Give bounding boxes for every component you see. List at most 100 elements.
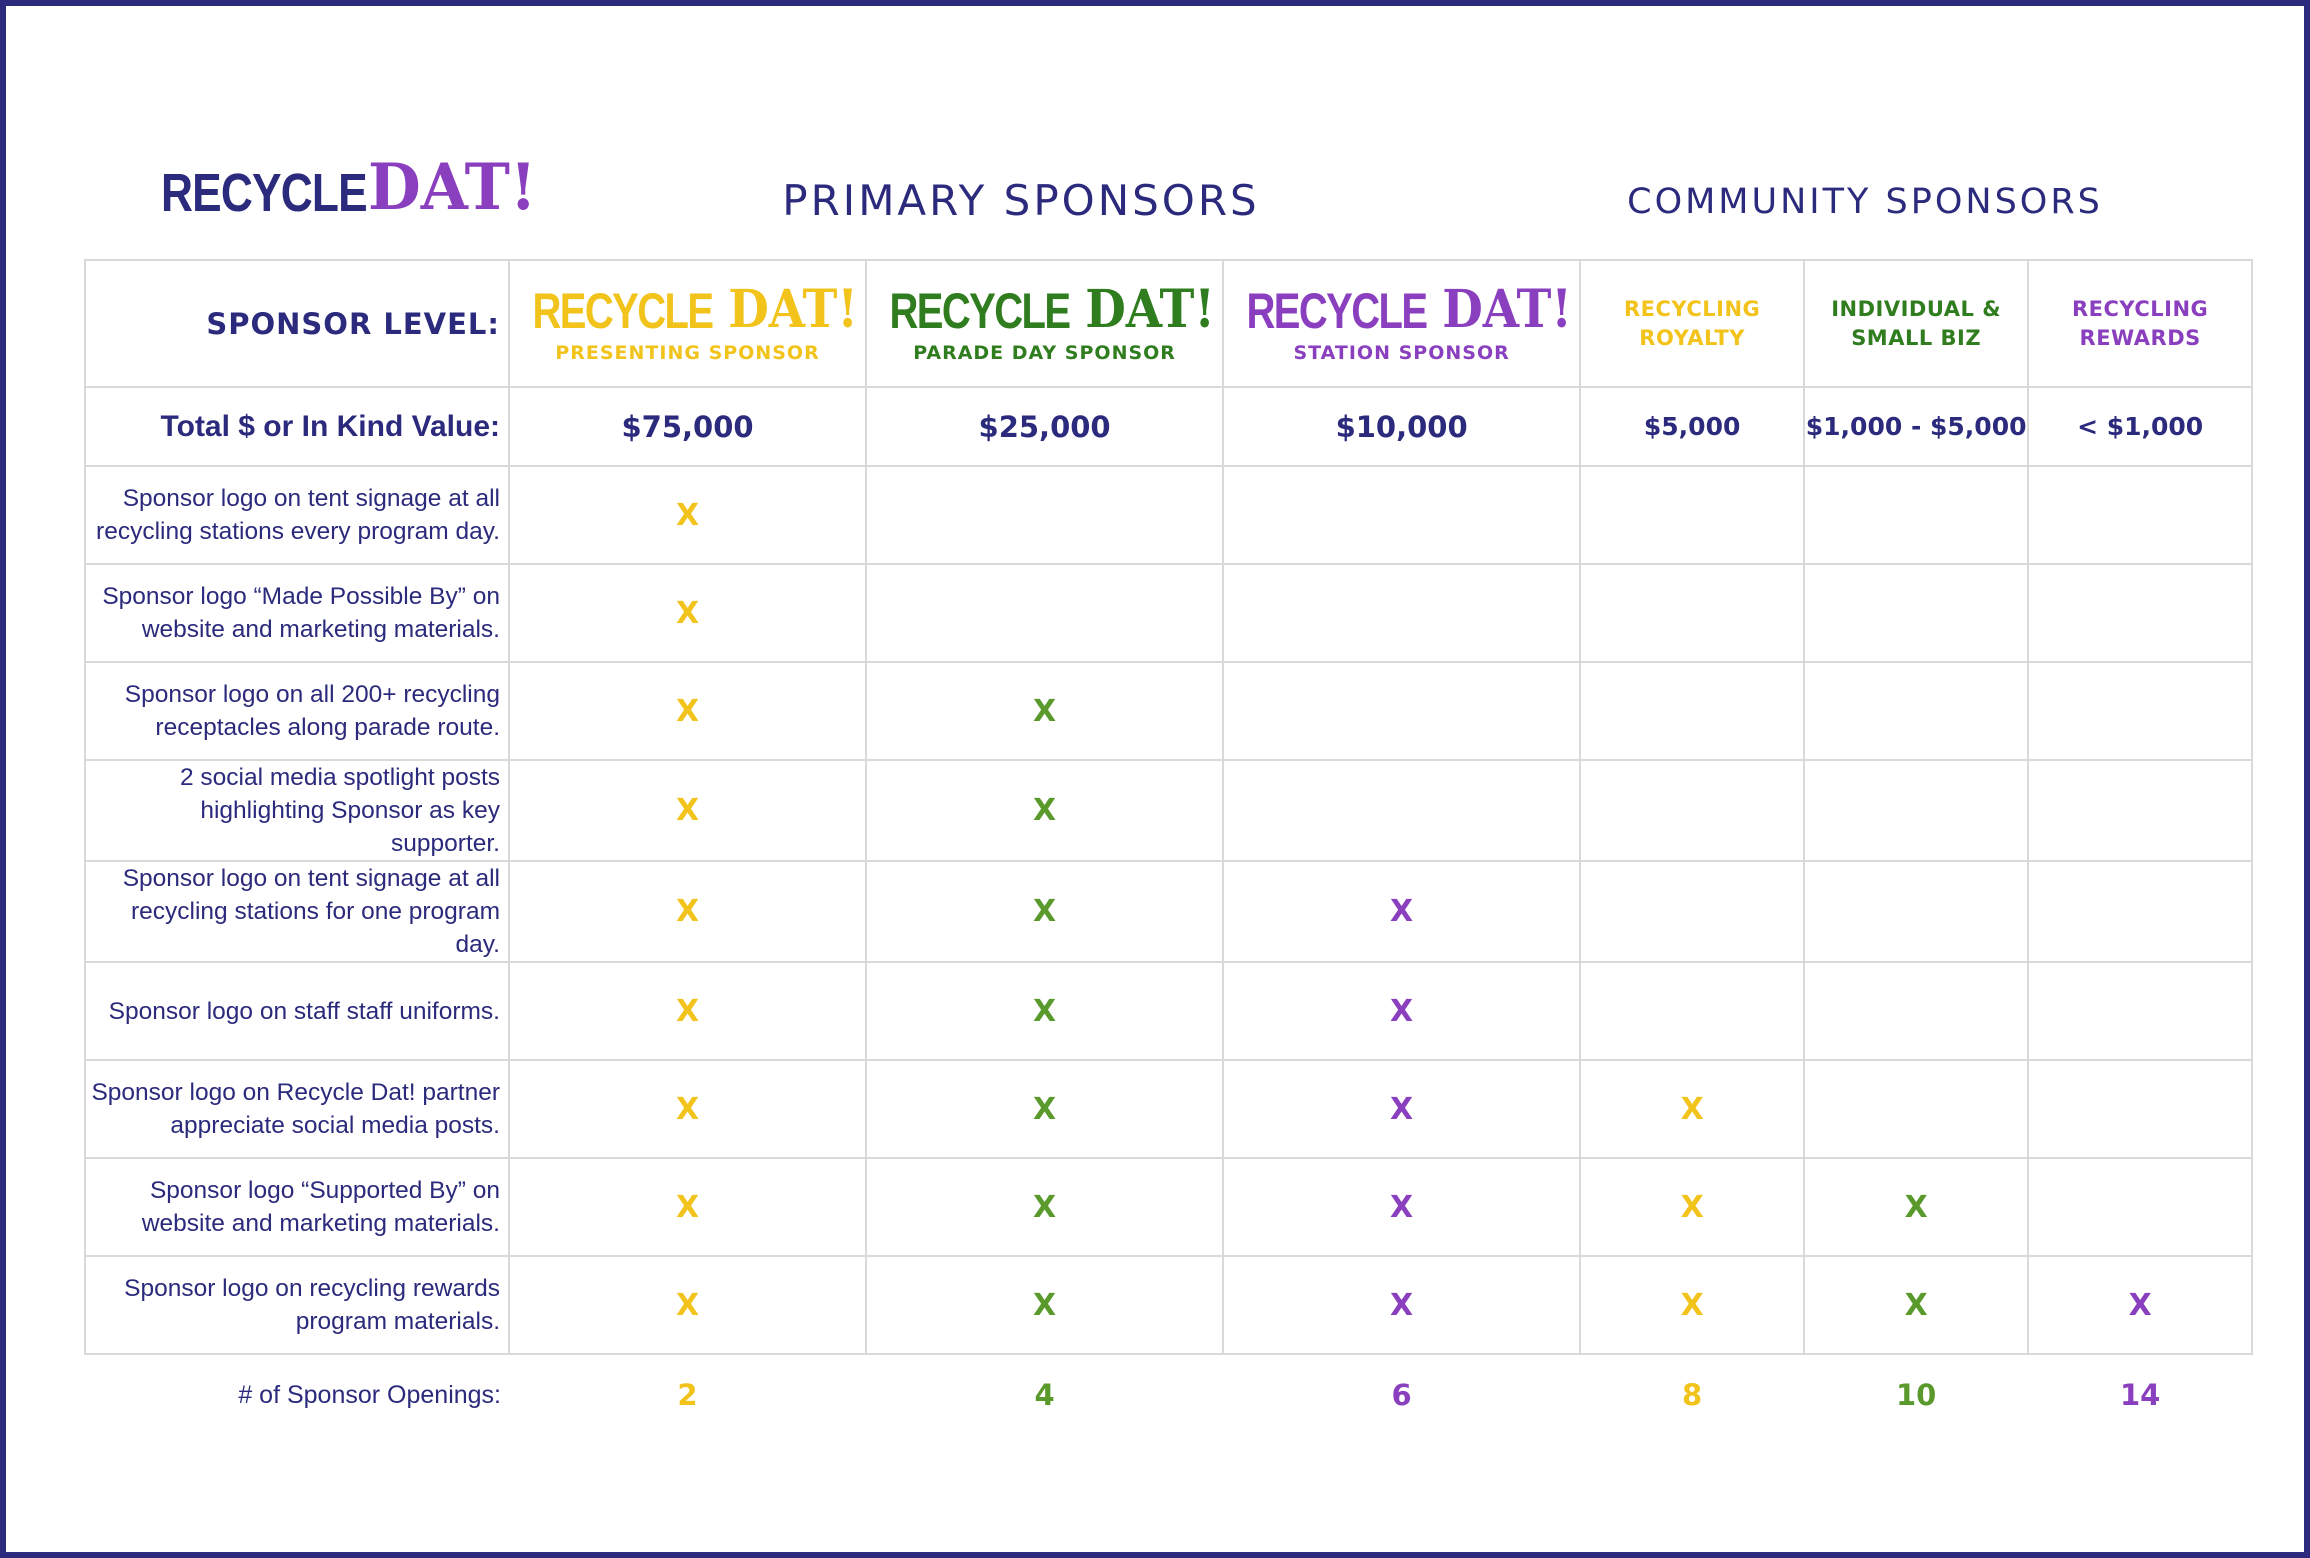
sponsor-level-row: SPONSOR LEVEL: RECYCLE DAT! PRESENTING S… — [84, 259, 2254, 388]
benefit-empty-cell — [1222, 465, 1582, 565]
benefit-empty-cell — [1803, 759, 2030, 862]
benefit-check-mark: X — [1579, 1059, 1806, 1159]
benefit-label: Sponsor logo on all 200+ recycling recept… — [84, 661, 510, 761]
price-station: $10,000 — [1222, 386, 1582, 467]
price-recycling-royalty: $5,000 — [1579, 386, 1806, 467]
tier-header-parade-day: RECYCLE DAT! PARADE DAY SPONSOR — [865, 259, 1225, 388]
benefit-check-mark: X — [865, 961, 1225, 1061]
benefit-row: 2 social media spotlight posts highlighti… — [84, 759, 2254, 862]
benefit-check-mark: X — [865, 759, 1225, 862]
benefit-check-mark: X — [507, 759, 868, 862]
benefit-check-mark: X — [1222, 1255, 1582, 1355]
openings-parade-day: 4 — [1034, 1378, 1055, 1412]
openings-recycling-royalty: 8 — [1682, 1378, 1703, 1412]
benefit-empty-cell — [1803, 465, 2030, 565]
community-sponsors-heading: COMMUNITY SPONSORS — [1627, 182, 2103, 222]
benefit-empty-cell — [1579, 759, 1806, 862]
benefit-check-mark: X — [1803, 1255, 2030, 1355]
price-presenting: $75,000 — [507, 386, 868, 467]
sponsorship-table: SPONSOR LEVEL: RECYCLE DAT! PRESENTING S… — [84, 259, 2254, 1435]
benefit-row: Sponsor logo on Recycle Dat! partner appr… — [84, 1059, 2254, 1159]
benefit-check-mark: X — [507, 1059, 868, 1159]
benefit-empty-cell — [2027, 759, 2254, 862]
benefit-label: Sponsor logo on tent signage at all recyc… — [84, 465, 510, 565]
benefit-empty-cell — [1803, 1059, 2030, 1159]
tier-header-recycling-royalty: RECYCLING ROYALTY — [1579, 259, 1806, 388]
benefit-empty-cell — [1222, 563, 1582, 663]
recycle-dat-logo-purple: RECYCLE DAT! — [1246, 278, 1572, 340]
recycle-dat-logo: RECYCLE DAT! — [161, 156, 537, 241]
recycle-dat-logo-green: RECYCLE DAT! — [889, 278, 1215, 340]
benefit-label: Sponsor logo on tent signage at all recyc… — [84, 860, 510, 963]
benefit-row: Sponsor logo on staff staff uniforms. X X X — [84, 961, 2254, 1061]
benefit-label: Sponsor logo on Recycle Dat! partner appr… — [84, 1059, 510, 1159]
benefit-check-mark: X — [507, 1157, 868, 1257]
price-parade-day: $25,000 — [865, 386, 1225, 467]
benefit-check-mark: X — [1222, 860, 1582, 963]
benefit-check-mark: X — [1222, 1157, 1582, 1257]
benefit-label: Sponsor logo on staff staff uniforms. — [84, 961, 510, 1061]
benefit-empty-cell — [2027, 961, 2254, 1061]
benefit-check-mark: X — [1579, 1255, 1806, 1355]
benefit-label: 2 social media spotlight posts highlighti… — [84, 759, 510, 862]
benefit-empty-cell — [1579, 563, 1806, 663]
benefit-label: Sponsor logo “Supported By” on website an… — [84, 1157, 510, 1257]
tier-header-presenting: RECYCLE DAT! PRESENTING SPONSOR — [507, 259, 868, 388]
tier-name: PARADE DAY SPONSOR — [913, 341, 1176, 364]
benefit-empty-cell — [1803, 860, 2030, 963]
benefit-empty-cell — [1579, 961, 1806, 1061]
tier-name: STATION SPONSOR — [1293, 341, 1510, 364]
benefit-row: Sponsor logo on tent signage at all recyc… — [84, 465, 2254, 565]
openings-label: # of Sponsor Openings: — [238, 1380, 501, 1409]
recycle-dat-logo-gold: RECYCLE DAT! — [532, 278, 858, 340]
benefit-empty-cell — [2027, 563, 2254, 663]
benefit-empty-cell — [1579, 860, 1806, 963]
benefit-row: Sponsor logo “Made Possible By” on websit… — [84, 563, 2254, 663]
benefit-empty-cell — [1803, 961, 2030, 1061]
openings-recycling-rewards: 14 — [2119, 1378, 2161, 1412]
benefit-check-mark: X — [507, 961, 868, 1061]
total-value-label: Total $ or In Kind Value: — [84, 386, 510, 467]
openings-presenting: 2 — [677, 1378, 698, 1412]
benefit-check-mark: X — [507, 465, 868, 565]
benefit-check-mark: X — [865, 860, 1225, 963]
openings-row: # of Sponsor Openings: 2 4 6 8 10 14 — [85, 1354, 2252, 1435]
benefit-check-mark: X — [507, 1255, 868, 1355]
openings-station: 6 — [1391, 1378, 1412, 1412]
price-recycling-rewards: < $1,000 — [2027, 386, 2254, 467]
logo-word-recycle: RECYCLE — [161, 163, 368, 223]
benefit-empty-cell — [2027, 661, 2254, 761]
benefit-check-mark: X — [1803, 1157, 2030, 1257]
benefit-empty-cell — [2027, 1157, 2254, 1257]
benefit-check-mark: X — [507, 563, 868, 663]
benefit-row: Sponsor logo on all 200+ recycling recept… — [84, 661, 2254, 761]
price-individual-small-biz: $1,000 - $5,000 — [1803, 386, 2030, 467]
benefit-empty-cell — [2027, 1059, 2254, 1159]
primary-sponsors-heading: PRIMARY SPONSORS — [782, 176, 1260, 225]
benefit-empty-cell — [865, 465, 1225, 565]
tier-header-station: RECYCLE DAT! STATION SPONSOR — [1222, 259, 1582, 388]
benefit-check-mark: X — [865, 1255, 1225, 1355]
benefit-label: Sponsor logo on recycling rewards program… — [84, 1255, 510, 1355]
benefit-empty-cell — [1222, 661, 1582, 761]
benefit-check-mark: X — [1222, 1059, 1582, 1159]
benefit-check-mark: X — [507, 860, 868, 963]
benefit-label: Sponsor logo “Made Possible By” on websit… — [84, 563, 510, 663]
sponsor-level-label: SPONSOR LEVEL: — [84, 259, 510, 388]
logo-word-dat: DAT! — [368, 150, 537, 225]
benefit-check-mark: X — [865, 661, 1225, 761]
benefit-empty-cell — [2027, 465, 2254, 565]
benefit-empty-cell — [1803, 563, 2030, 663]
benefit-check-mark: X — [1222, 961, 1582, 1061]
benefit-rows: Sponsor logo on tent signage at all recyc… — [84, 465, 2254, 1355]
benefit-row: Sponsor logo “Supported By” on website an… — [84, 1157, 2254, 1257]
benefit-check-mark: X — [865, 1157, 1225, 1257]
benefit-empty-cell — [865, 563, 1225, 663]
benefit-empty-cell — [1579, 661, 1806, 761]
benefit-check-mark: X — [2027, 1255, 2254, 1355]
benefit-check-mark: X — [507, 661, 868, 761]
openings-individual-small-biz: 10 — [1895, 1378, 1937, 1412]
benefit-empty-cell — [1803, 661, 2030, 761]
benefit-check-mark: X — [1579, 1157, 1806, 1257]
